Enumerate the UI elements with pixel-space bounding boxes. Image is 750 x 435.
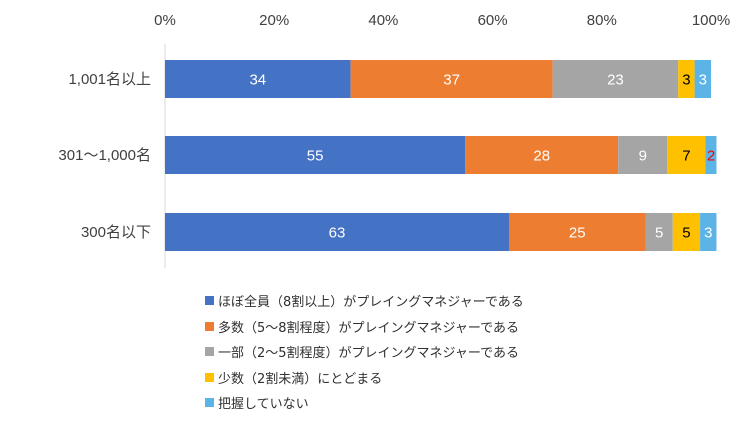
bar-segment-r1-s1 (465, 136, 619, 174)
x-tick-label-2: 40% (368, 12, 398, 29)
data-label-r2-s3: 5 (682, 225, 690, 242)
bar-segment-r1-s0 (165, 136, 466, 174)
category-label-1: 301～1,000名 (58, 147, 151, 164)
legend-item-4: 少数（2割未満）にとどまる (205, 365, 524, 391)
data-label-r1-s0: 55 (307, 148, 324, 165)
legend-item-1: ほぼ全員（8割以上）がプレイングマネジャーである (205, 288, 524, 314)
legend-item-5: 把握していない (205, 390, 524, 416)
legend-label-1: ほぼ全員（8割以上）がプレイングマネジャーである (218, 295, 524, 311)
data-label-r1-s2: 9 (639, 148, 647, 165)
legend-swatch-2 (205, 321, 214, 331)
bar-segment-r0-s0 (165, 60, 351, 98)
data-label-r2-s4: 3 (704, 225, 712, 242)
legend: ほぼ全員（8割以上）がプレイングマネジャーである 多数（5～8割程度）がプレイン… (205, 288, 524, 416)
data-label-r2-s0: 63 (329, 225, 346, 242)
data-label-r1-s4: 2 (707, 148, 715, 165)
legend-item-3: 一部（2～5割程度）がプレイングマネジャーである (205, 339, 524, 365)
data-label-r2-s2: 5 (655, 225, 663, 242)
legend-label-3: 一部（2～5割程度）がプレイングマネジャーである (218, 346, 519, 362)
legend-swatch-3 (205, 347, 214, 357)
bar-segment-r2-s0 (165, 213, 509, 251)
legend-item-2: 多数（5～8割程度）がプレイングマネジャーである (205, 314, 524, 340)
bar-segment-r1-s3 (667, 136, 706, 174)
x-tick-label-0: 0% (154, 12, 176, 29)
bar-segment-r0-s3 (678, 60, 695, 98)
x-tick-label-4: 80% (587, 12, 617, 29)
category-label-0: 1,001名以上 (68, 71, 151, 88)
legend-label-2: 多数（5～8割程度）がプレイングマネジャーである (218, 320, 519, 336)
bar-segment-r0-s1 (350, 60, 553, 98)
legend-label-5: 把握していない (218, 397, 309, 413)
data-label-r0-s3: 3 (682, 72, 690, 89)
x-tick-label-3: 60% (478, 12, 508, 29)
data-label-r2-s1: 25 (569, 225, 586, 242)
legend-swatch-1 (205, 296, 214, 306)
data-label-r0-s0: 34 (249, 72, 266, 89)
legend-label-4: 少数（2割未満）にとどまる (218, 371, 383, 387)
bar-segment-r0-s2 (552, 60, 679, 98)
data-label-r1-s1: 28 (533, 148, 550, 165)
data-label-r0-s1: 37 (443, 72, 460, 89)
legend-swatch-5 (205, 398, 214, 408)
x-tick-label-5: 100% (692, 12, 730, 29)
data-label-r0-s4: 3 (699, 72, 707, 89)
bar-segment-r0-s4 (694, 60, 711, 98)
data-label-r0-s2: 23 (607, 72, 624, 89)
data-label-r1-s3: 7 (682, 148, 690, 165)
category-label-2: 300名以下 (81, 224, 151, 241)
bar-segment-r1-s4 (705, 136, 717, 174)
bar-segment-r2-s2 (645, 213, 673, 251)
legend-swatch-4 (205, 372, 214, 382)
bar-segment-r1-s2 (618, 136, 668, 174)
bar-segment-r2-s4 (700, 213, 717, 251)
x-tick-label-1: 20% (259, 12, 289, 29)
bar-segment-r2-s3 (672, 213, 701, 251)
bar-segment-r2-s1 (508, 213, 646, 251)
